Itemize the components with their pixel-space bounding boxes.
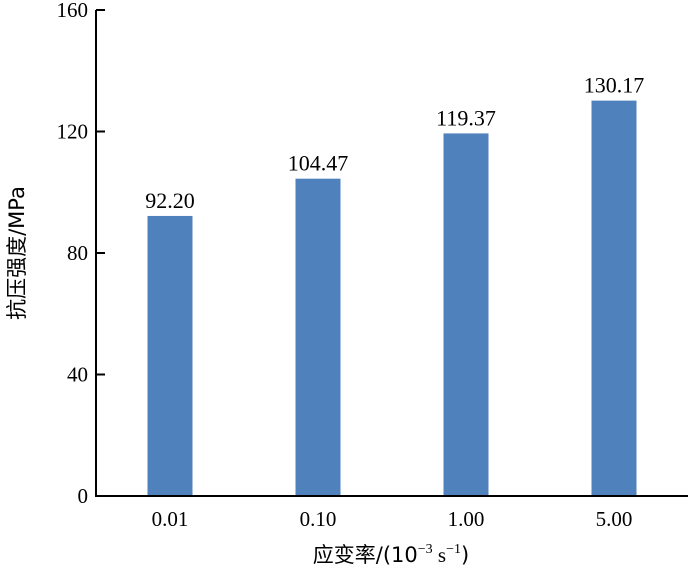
x-axis-title: 应变率/(10−3 s−1): [313, 542, 469, 567]
y-tick-label-40: 40: [67, 363, 88, 387]
data-label-0.01: 92.20: [145, 188, 195, 213]
y-tick-label-160: 160: [57, 0, 89, 22]
x-axis-title-sup2: −1: [446, 542, 461, 557]
data-label-5.00: 130.17: [584, 73, 645, 98]
x-tick-label-0.01: 0.01: [152, 507, 189, 531]
bar-5.00: [591, 100, 637, 496]
data-label-1.00: 119.37: [436, 105, 496, 130]
x-axis-title-sup1: −3: [418, 542, 433, 557]
x-tick-label-1.00: 1.00: [448, 507, 485, 531]
y-tick-label-0: 0: [78, 484, 89, 508]
data-label-0.10: 104.47: [288, 151, 349, 176]
y-tick-label-120: 120: [57, 120, 89, 144]
x-axis-title-suffix: ): [461, 543, 469, 567]
y-ticks-layer: 0 40 80 120 160: [57, 0, 105, 508]
y-axis-title: 抗压强度/MPa: [5, 186, 29, 320]
bar-0.10: [295, 178, 341, 497]
x-tick-label-0.10: 0.10: [300, 507, 337, 531]
y-tick-label-80: 80: [67, 241, 88, 265]
data-labels-layer: 92.20 104.47 119.37 130.17: [145, 73, 644, 213]
x-tick-label-5.00: 5.00: [596, 507, 633, 531]
x-axis-title-middle: s: [433, 543, 446, 567]
bar-1.00: [443, 133, 489, 496]
x-ticks-layer: 0.01 0.10 1.00 5.00: [152, 507, 633, 531]
bars-layer: [147, 100, 637, 497]
x-axis-title-prefix: 应变率/(10: [313, 543, 418, 567]
bar-0.01: [147, 215, 193, 496]
